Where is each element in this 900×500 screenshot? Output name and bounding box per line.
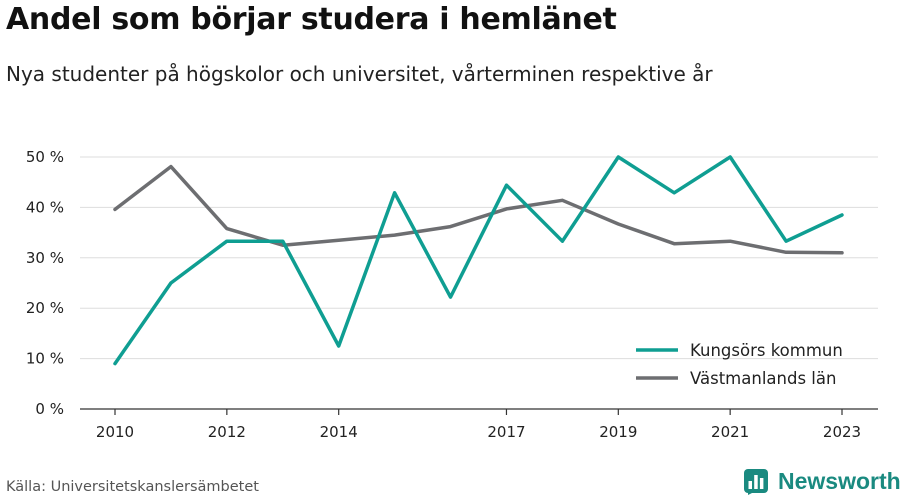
x-tick-label: 2010 (96, 423, 134, 441)
y-tick-label: 50 % (26, 148, 64, 166)
chart-title: Andel som börjar studera i hemlänet (6, 2, 617, 37)
source-note: Källa: Universitetskanslersämbetet (6, 479, 259, 495)
series-line-kungsörs-kommun (113, 155, 844, 366)
x-tick-label: 2019 (599, 423, 637, 441)
x-tick-label: 2012 (208, 423, 246, 441)
legend: Kungsörs kommun Västmanlands län (636, 341, 843, 388)
y-tick-label: 30 % (26, 249, 64, 267)
x-tick-label: 2017 (487, 423, 525, 441)
legend-label: Västmanlands län (690, 369, 836, 388)
legend-label: Kungsörs kommun (690, 341, 843, 360)
brand-name: Newsworthy (778, 468, 900, 494)
y-tick-label: 10 % (26, 350, 64, 368)
grid (80, 156, 878, 360)
y-tick-label: 40 % (26, 198, 64, 216)
chart-subtitle: Nya studenter på högskolor och universit… (6, 62, 713, 86)
x-tick-label: 2021 (711, 423, 749, 441)
brand-logo: Newsworthy (744, 468, 900, 495)
x-tick-label: 2023 (823, 423, 861, 441)
axes: 0 % 10 % 20 % 30 % 40 % 50 % 2010 2012 2014 2017 2… (26, 148, 878, 441)
series-line-västmanlands-län (113, 164, 844, 255)
bar-chart-icon (744, 468, 768, 495)
x-tick-label: 2014 (320, 423, 358, 441)
y-tick-label: 20 % (26, 299, 64, 317)
series-lines (113, 155, 844, 366)
y-tick-label: 0 % (35, 400, 64, 418)
